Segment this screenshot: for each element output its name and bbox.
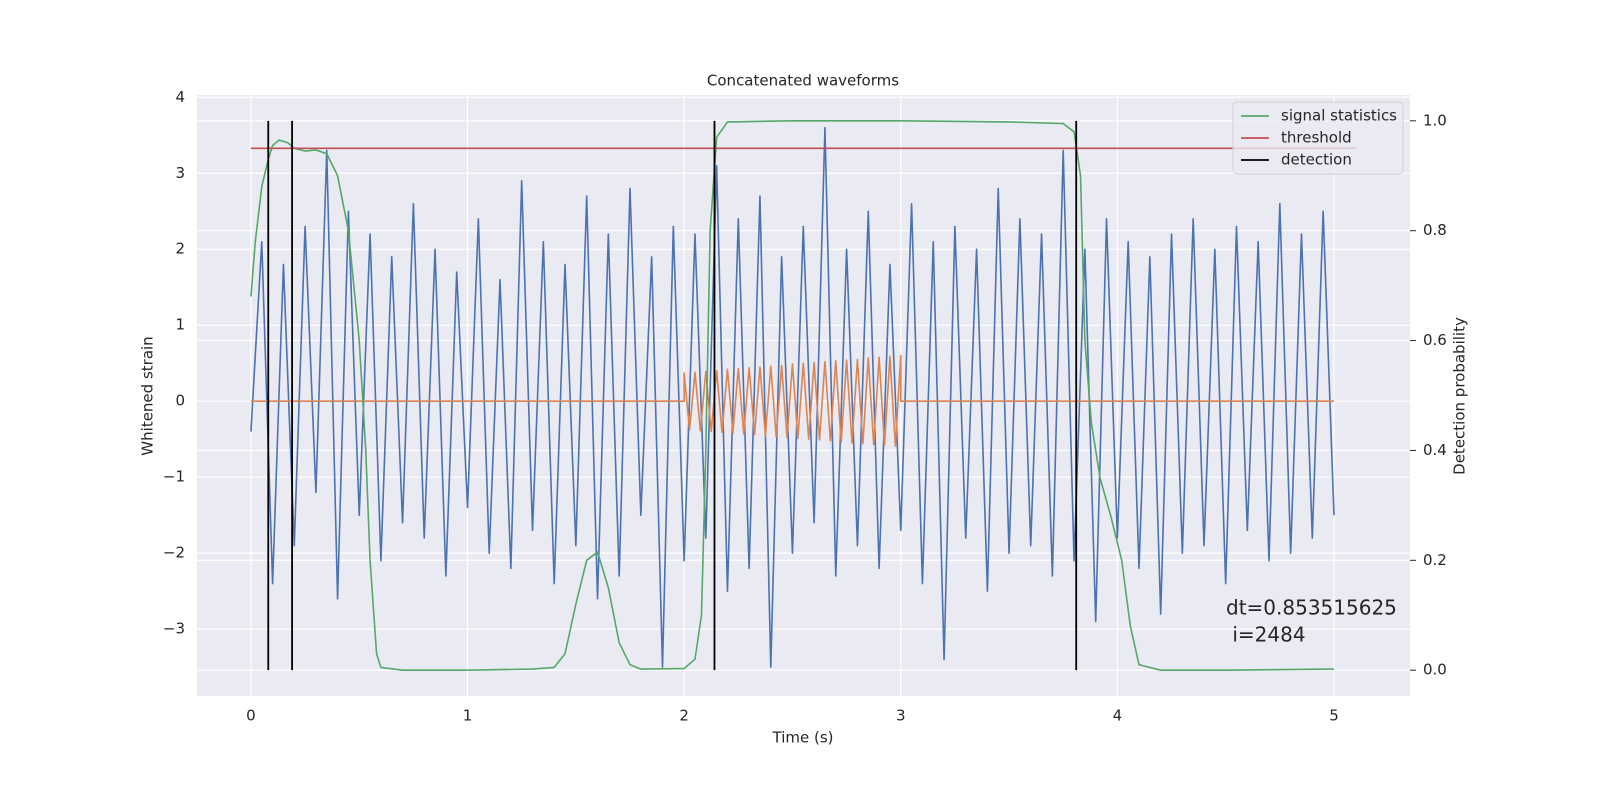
y-tick-label: −3 (163, 620, 185, 638)
y-axis-label: Whitened strain (139, 336, 157, 455)
grid (197, 95, 1410, 696)
y-tick-label: −1 (163, 468, 185, 486)
annotation: dt=0.853515625 (1226, 596, 1397, 620)
y-tick-label: 4 (175, 88, 185, 106)
x-tick-label: 5 (1329, 707, 1339, 725)
x-tick-label: 3 (896, 707, 906, 725)
y2-tick-label: 0.0 (1423, 661, 1447, 679)
chart-title: Concatenated waveforms (707, 72, 899, 90)
legend-label: detection (1281, 151, 1352, 169)
line-series (250, 120, 1334, 671)
y2-tick-label: 0.6 (1423, 331, 1447, 349)
y2-tick-label: 1.0 (1423, 111, 1447, 129)
line-series (250, 126, 1335, 668)
legend-box (1232, 101, 1404, 175)
x-tick-label: 4 (1113, 707, 1123, 725)
x-tick-label: 0 (246, 707, 256, 725)
plot-area (197, 95, 1410, 696)
legend-label: signal statistics (1281, 107, 1397, 125)
y2-tick-label: 0.4 (1423, 441, 1447, 459)
y-tick-label: 2 (175, 240, 185, 258)
y-tick-label: 0 (175, 392, 185, 410)
legend: signal statistics threshold detection (1232, 101, 1404, 175)
y2-tick-label: 0.2 (1423, 551, 1447, 569)
y2-tick-label: 0.8 (1423, 221, 1447, 239)
annotation: i=2484 (1226, 623, 1306, 647)
legend-label: threshold (1281, 129, 1352, 147)
plot (250, 120, 1356, 671)
x-axis-label: Time (s) (772, 729, 834, 747)
y-tick-label: 1 (175, 316, 185, 334)
y-tick-label: −2 (163, 544, 185, 562)
y2-axis-label: Detection probability (1451, 317, 1469, 475)
x-tick-label: 2 (679, 707, 689, 725)
y-tick-label: 3 (175, 164, 185, 182)
line-series (250, 354, 1334, 447)
x-tick-label: 1 (463, 707, 473, 725)
